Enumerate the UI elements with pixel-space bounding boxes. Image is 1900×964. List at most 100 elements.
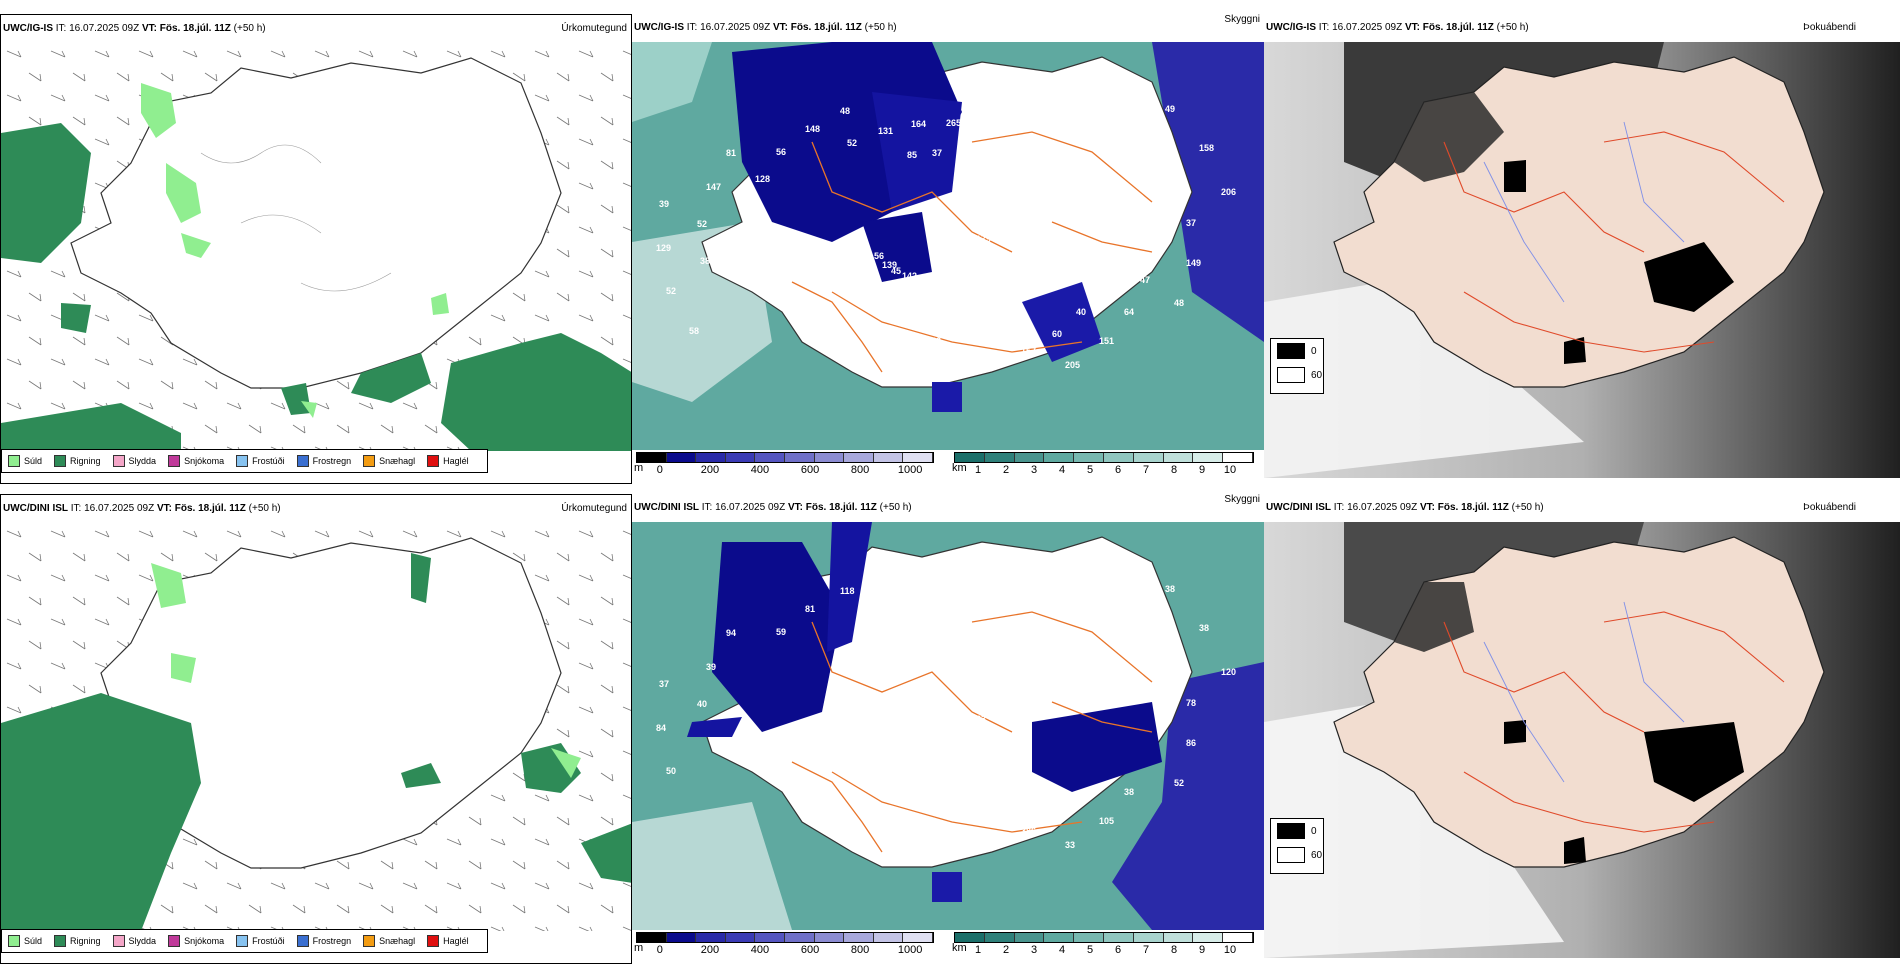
it-label: IT: [70,503,82,514]
visibility-panel-2: UWC/DINI ISL IT: 16.07.2025 09Z VT: Fös.… [632,494,1264,964]
cloud-base-label: 86 [1186,738,1196,748]
vt-value: Fös. 18.júl. 11Z [1437,502,1509,513]
it-label: IT: [55,23,67,34]
legend-item: Haglél [427,935,469,947]
scale-tick-label: 6 [1114,464,1122,476]
cloud-base-label: 56 [776,147,786,157]
fog-map [1264,42,1900,478]
cloud-base-label: 190 [874,294,889,304]
fog-level-high: 60 [1311,849,1323,861]
cloud-base-label: 155 [959,180,974,190]
cloud-base-label: 44 [857,284,867,294]
fog-legend: 0 60 [1270,338,1324,394]
legend-item: Slydda [112,935,156,947]
height-scale: 0 200 400 600 800 1000 m [634,932,934,962]
cloud-base-label: 136 [958,149,973,159]
legend-item: Súld [8,455,42,467]
scale-tick-label: 5 [1086,464,1094,476]
vt-value: Fös. 18.júl. 11Z [790,22,862,33]
cloud-base-label: 83 [896,333,906,343]
legend-item: Snjókoma [168,455,224,467]
cloud-base-label: 56 [874,251,884,261]
cloud-base-label: 39 [659,199,669,209]
cloud-base-label: 58 [689,326,699,336]
cloud-base-label: 78 [1186,698,1196,708]
cloud-base-label: 59 [857,764,867,774]
panel-type: Skyggni [1224,14,1260,25]
cloud-base-label: 157 [1021,346,1036,356]
vt-label: VT: [787,502,803,513]
lead-time: (+50 h) [233,23,266,34]
scale-tick-label: 400 [750,944,770,956]
scale-tick-label: 600 [800,944,820,956]
cloud-base-label: 147 [706,182,721,192]
cloud-base-label: 63 [976,714,986,724]
cloud-base-label: 40 [1076,307,1086,317]
it-label: IT: [1318,22,1330,33]
lead-time: (+50 h) [248,503,281,514]
cloud-base-label: 81 [726,148,736,158]
scale-tick-label: 2 [1002,944,1010,956]
cloud-base-label: 124 [990,192,1005,202]
cloud-base-label: 50 [666,766,676,776]
scale-tick-label: 3 [1030,944,1038,956]
cloud-base-label: 89 [983,634,993,644]
scale-tick-label: 4 [1058,944,1066,956]
cloud-base-label: 80 [926,816,936,826]
cloud-base-label: 60 [1052,329,1062,339]
model-name: UWC/DINI ISL [1266,502,1331,513]
legend-item: Snjókoma [168,935,224,947]
lead-time: (+50 h) [1511,502,1544,513]
it-value: 16.07.2025 09Z [1332,22,1403,33]
visibility-unit: km [952,942,967,954]
visibility-unit: km [952,462,967,474]
cloud-base-label: 158 [1199,143,1214,153]
scale-tick-label: 4 [1058,464,1066,476]
vt-value: Fös. 18.júl. 11Z [1422,22,1494,33]
visibility-map: 63 59 44 33 37 57 113 118 52 59 89 105 94 120 968 178 10… [632,522,1264,930]
vt-value: Fös. 18.júl. 11Z [159,23,231,34]
precip-map [1,523,631,931]
cloud-base-label: 37 [1186,218,1196,228]
it-value: 16.07.2025 09Z [700,22,771,33]
cloud-base-label: 120 [1221,667,1236,677]
it-label: IT: [1333,502,1345,513]
scale-tick-label: 200 [700,944,720,956]
cloud-base-label: 968 [874,774,889,784]
cloud-base-label: 105 [986,838,1001,848]
cloud-base-label: 143 [926,336,941,346]
cloud-base-label: 46 [1120,71,1130,81]
cloud-base-label: 40 [697,699,707,709]
cloud-base-label: 57 [1002,682,1012,692]
fog-legend: 0 60 [1270,818,1324,874]
cloud-base-label: 85 [907,150,917,160]
fog-level-low: 0 [1311,825,1317,837]
lead-time: (+50 h) [1496,22,1529,33]
vt-label: VT: [156,503,172,514]
cloud-base-label: 142 [902,271,917,281]
cloud-base-label: 36 [915,785,925,795]
cloud-base-label: 148 [805,124,820,134]
cloud-base-label: 33 [1065,840,1075,850]
panel-type: Þokuábendi [1803,22,1856,33]
cloud-base-label: 68 [932,628,942,638]
cloud-base-label: 37 [932,148,942,158]
cloud-base-label: 38 [878,606,888,616]
vt-label: VT: [772,22,788,33]
it-value: 16.07.2025 09Z [1347,502,1418,513]
scale-tick-label: 800 [850,944,870,956]
height-scale: 0 200 400 600 800 1000 m [634,452,934,482]
fog-map [1264,522,1900,958]
cloud-base-label: 43 [891,746,901,756]
legend-item: Rigning [54,935,101,947]
cloud-base-label: 179 [976,234,991,244]
legend-item: Snæhagl [363,935,415,947]
panel-type: Úrkomutegund [561,23,627,34]
cloud-base-label: 151 [1099,336,1114,346]
cloud-base-label: 52 [847,138,857,148]
visibility-scale: 1 2 3 4 5 6 7 8 9 10 km [952,452,1254,482]
scale-tick-label: 5 [1086,944,1094,956]
model-name: UWC/IG-IS [3,23,53,34]
cloud-base-label: 100 [882,740,897,750]
model-name: UWC/DINI ISL [634,502,699,513]
